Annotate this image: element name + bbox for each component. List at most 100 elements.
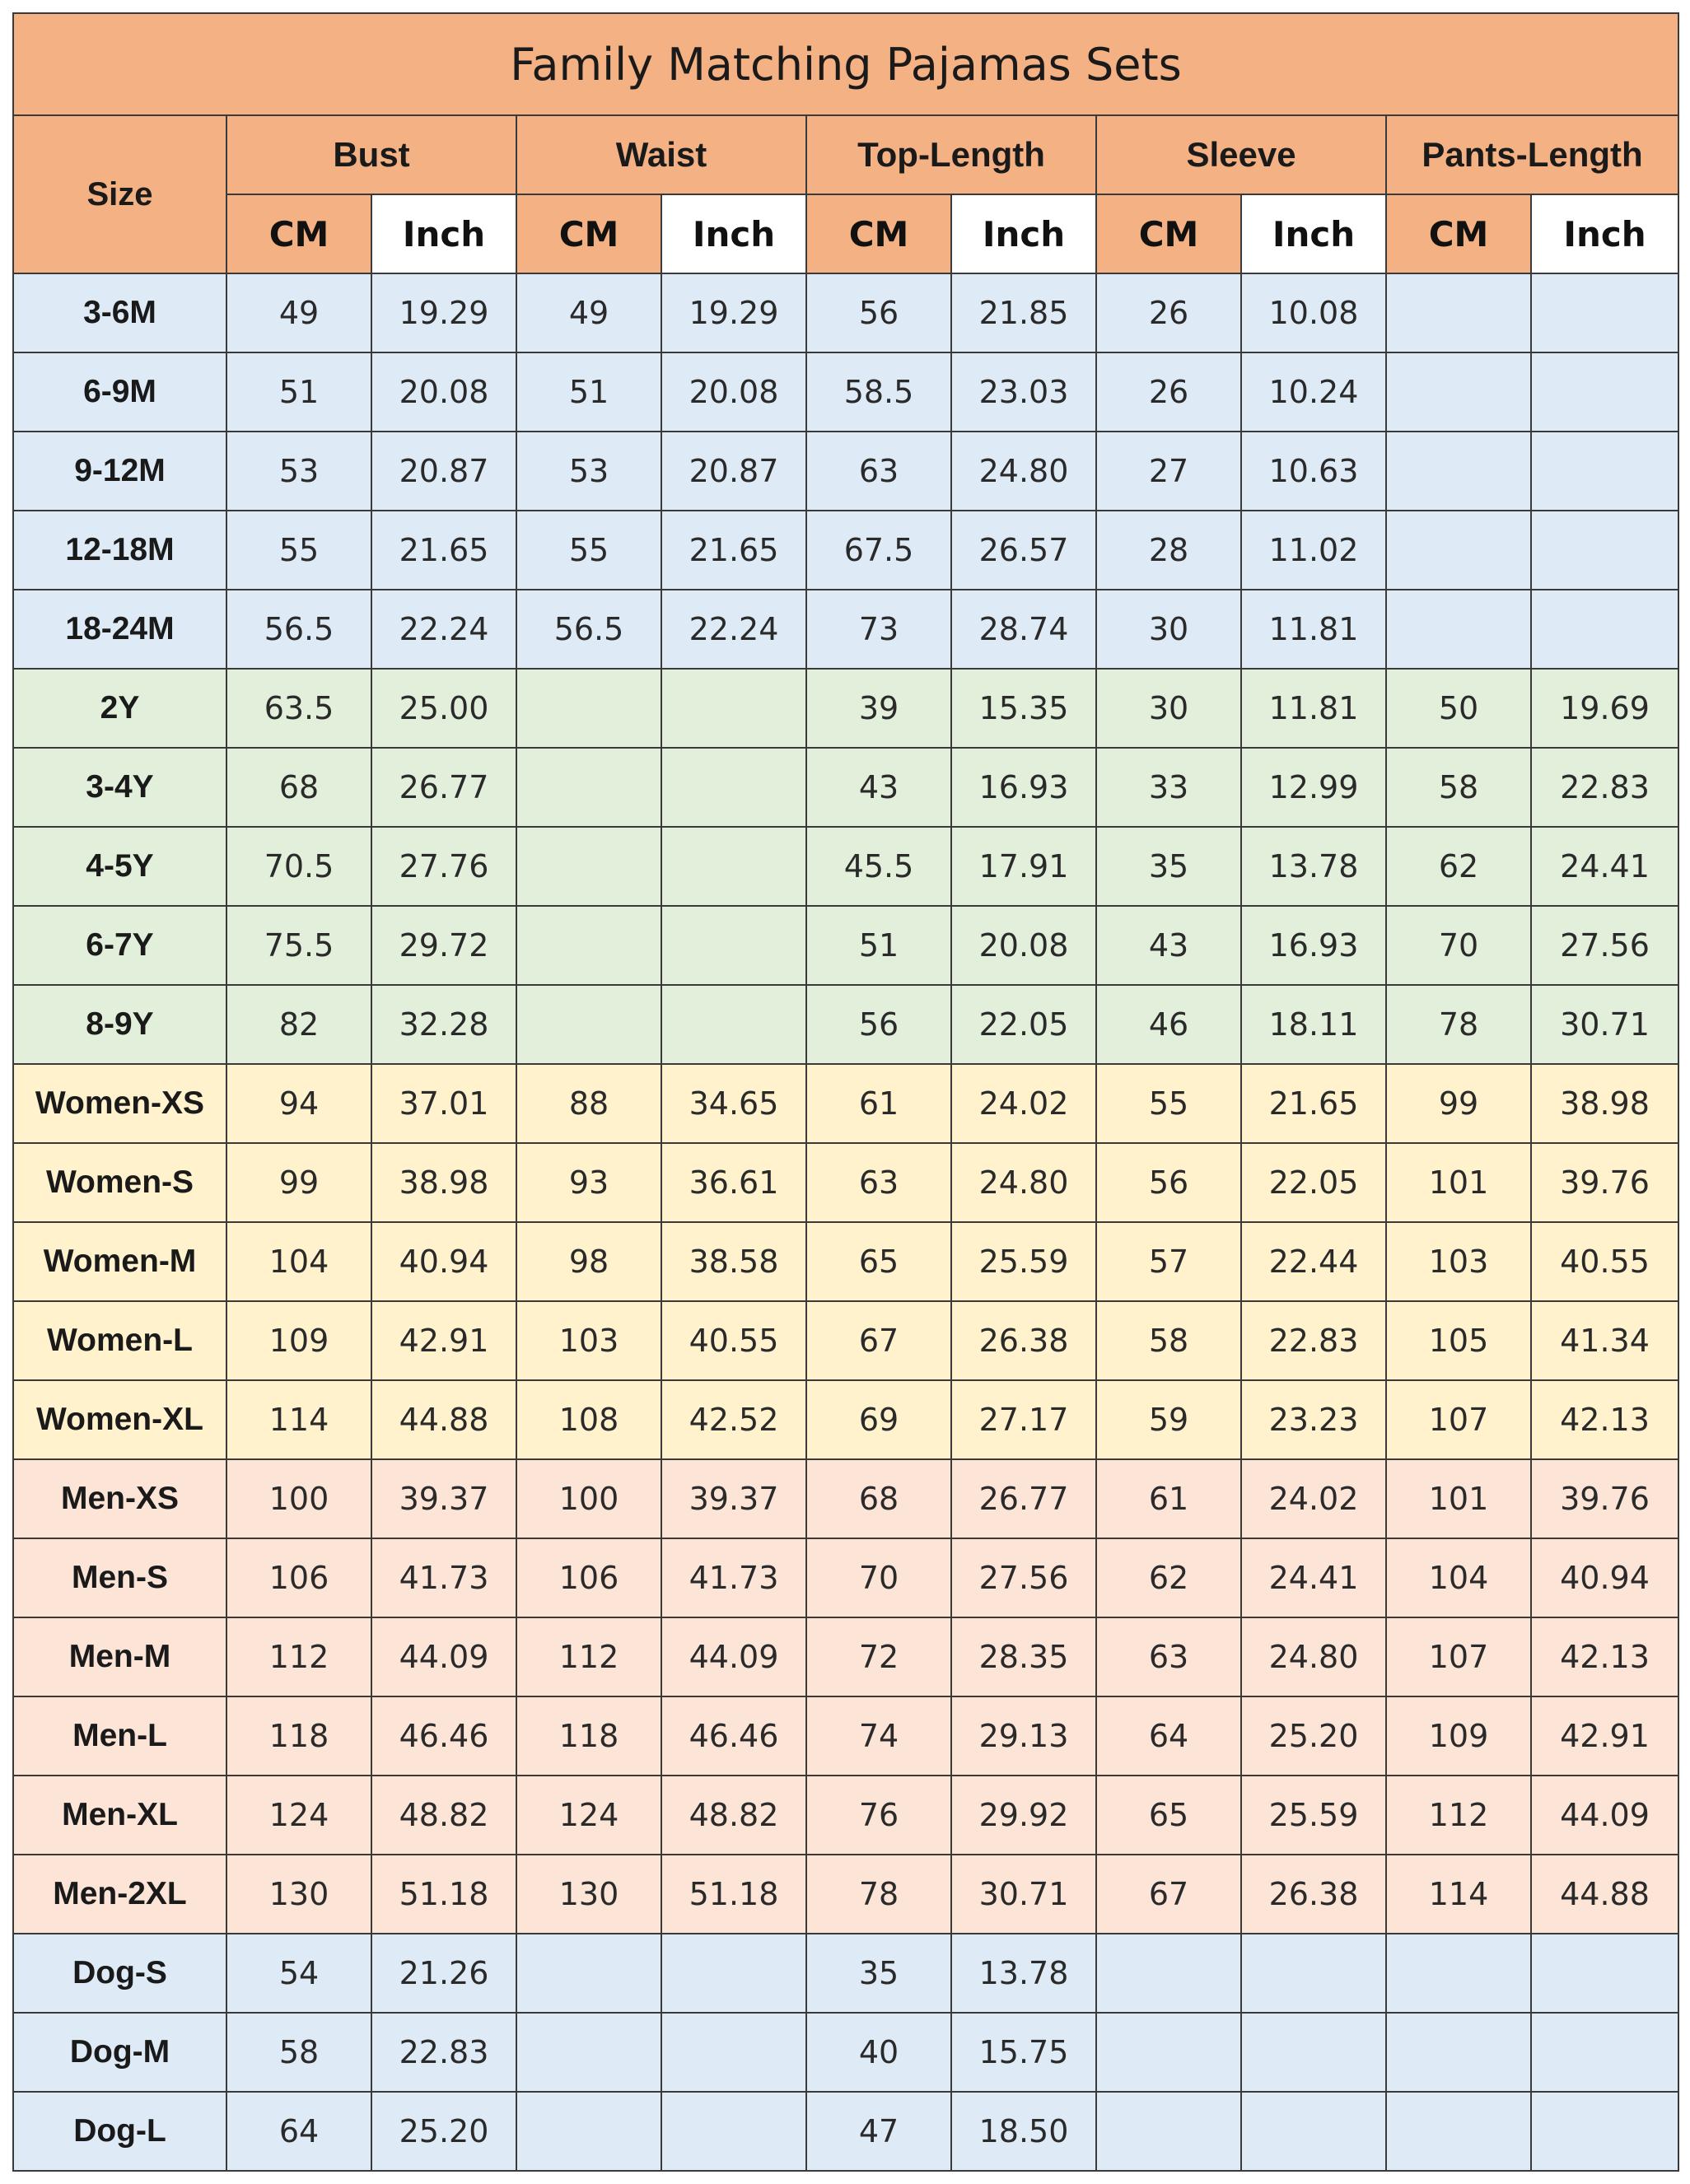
measurement-cell: 42.91	[1529, 1696, 1680, 1776]
table-row: Men-2XL 130 51.18 130 51.18 78 30.71 67 26.38 114…	[12, 1854, 1680, 1934]
measurement-cell: 100	[516, 1458, 662, 1539]
measurement-cell: 24.80	[950, 1142, 1097, 1223]
measurement-cell: 109	[226, 1300, 372, 1381]
measurement-cell	[516, 826, 662, 907]
measurement-cell	[1385, 2012, 1532, 2093]
group-header-waist: Waist	[516, 114, 807, 195]
measurement-cell: 10.24	[1240, 352, 1387, 432]
measurement-cell: 28.35	[950, 1617, 1097, 1697]
table-row: Men-M 112 44.09 112 44.09 72 28.35 63 24.80 107 42…	[12, 1617, 1680, 1697]
measurement-cell: 49	[516, 273, 662, 353]
measurement-cell: 26	[1095, 352, 1242, 432]
measurement-cell: 114	[1385, 1854, 1532, 1934]
measurement-cell: 62	[1095, 1538, 1242, 1618]
table-row: Women-XL 114 44.88 108 42.52 69 27.17 59 23.23 10…	[12, 1379, 1680, 1460]
measurement-cell	[1095, 2012, 1242, 2093]
measurement-cell: 15.35	[950, 668, 1097, 749]
measurement-cell	[1529, 2012, 1680, 2093]
table-row: Men-XL 124 48.82 124 48.82 76 29.92 65 25.59 112 4…	[12, 1775, 1680, 1855]
measurement-cell: 78	[805, 1854, 952, 1934]
measurement-cell: 24.02	[1240, 1458, 1387, 1539]
table-row: Women-L 109 42.91 103 40.55 67 26.38 58 22.83 105…	[12, 1300, 1680, 1381]
measurement-cell: 53	[516, 431, 662, 511]
measurement-cell: 64	[1095, 1696, 1242, 1776]
size-label: 2Y	[12, 668, 227, 749]
measurement-cell: 98	[516, 1221, 662, 1302]
measurement-cell: 24.02	[950, 1063, 1097, 1144]
measurement-cell: 27.56	[1529, 905, 1680, 986]
measurement-cell: 21.65	[1240, 1063, 1387, 1144]
measurement-cell: 38.98	[1529, 1063, 1680, 1144]
measurement-cell: 22.24	[661, 589, 807, 670]
measurement-cell: 112	[516, 1617, 662, 1697]
size-label: Men-2XL	[12, 1854, 227, 1934]
unit-header-cm: CM	[1095, 194, 1242, 274]
measurement-cell	[661, 826, 807, 907]
measurement-cell: 35	[805, 1933, 952, 2014]
measurement-cell: 109	[1385, 1696, 1532, 1776]
measurement-cell	[1385, 431, 1532, 511]
measurement-cell: 15.75	[950, 2012, 1097, 2093]
measurement-cell: 25.20	[1240, 1696, 1387, 1776]
measurement-cell: 21.85	[950, 273, 1097, 353]
measurement-cell: 18.11	[1240, 984, 1387, 1065]
measurement-cell: 124	[226, 1775, 372, 1855]
measurement-cell: 29.13	[950, 1696, 1097, 1776]
measurement-cell: 103	[1385, 1221, 1532, 1302]
measurement-cell: 10.08	[1240, 273, 1387, 353]
measurement-cell: 118	[226, 1696, 372, 1776]
measurement-cell: 25.59	[950, 1221, 1097, 1302]
measurement-cell: 93	[516, 1142, 662, 1223]
measurement-cell: 104	[226, 1221, 372, 1302]
measurement-cell	[1529, 431, 1680, 511]
table-row: 6-7Y 75.5 29.72 51 20.08 43 16.93 70 27.56	[12, 905, 1680, 986]
measurement-cell: 99	[1385, 1063, 1532, 1144]
measurement-cell: 32.28	[371, 984, 517, 1065]
measurement-cell	[1529, 352, 1680, 432]
size-label: 4-5Y	[12, 826, 227, 907]
measurement-cell: 29.92	[950, 1775, 1097, 1855]
measurement-cell	[1095, 2091, 1242, 2172]
measurement-cell: 44.09	[661, 1617, 807, 1697]
measurement-cell: 76	[805, 1775, 952, 1855]
measurement-cell: 58.5	[805, 352, 952, 432]
measurement-cell: 24.80	[1240, 1617, 1387, 1697]
measurement-cell	[1240, 1933, 1387, 2014]
measurement-cell: 27.56	[950, 1538, 1097, 1618]
measurement-cell: 26	[1095, 273, 1242, 353]
measurement-cell: 42.52	[661, 1379, 807, 1460]
measurement-cell: 47	[805, 2091, 952, 2172]
measurement-cell: 114	[226, 1379, 372, 1460]
table-row: 2Y 63.5 25.00 39 15.35 30 11.81 50 19.69	[12, 668, 1680, 749]
measurement-cell: 20.08	[661, 352, 807, 432]
measurement-cell: 54	[226, 1933, 372, 2014]
measurement-cell: 40.55	[1529, 1221, 1680, 1302]
measurement-cell: 51.18	[371, 1854, 517, 1934]
measurement-cell: 27	[1095, 431, 1242, 511]
measurement-cell: 50	[1385, 668, 1532, 749]
measurement-cell: 40.55	[661, 1300, 807, 1381]
measurement-cell	[1529, 1933, 1680, 2014]
measurement-cell: 63	[805, 1142, 952, 1223]
measurement-cell: 33	[1095, 747, 1242, 828]
measurement-cell: 51	[226, 352, 372, 432]
measurement-cell: 29.72	[371, 905, 517, 986]
size-label: Men-XL	[12, 1775, 227, 1855]
measurement-cell: 27.76	[371, 826, 517, 907]
size-label: Men-XS	[12, 1458, 227, 1539]
size-label: 9-12M	[12, 431, 227, 511]
unit-header-cm: CM	[1385, 194, 1532, 274]
measurement-cell: 103	[516, 1300, 662, 1381]
measurement-cell: 49	[226, 273, 372, 353]
measurement-cell: 51	[516, 352, 662, 432]
measurement-cell: 11.02	[1240, 510, 1387, 590]
measurement-cell: 16.93	[950, 747, 1097, 828]
measurement-cell: 56	[805, 273, 952, 353]
measurement-cell: 22.44	[1240, 1221, 1387, 1302]
table-row: Women-XS 94 37.01 88 34.65 61 24.02 55 21.65 99 38…	[12, 1063, 1680, 1144]
measurement-cell: 105	[1385, 1300, 1532, 1381]
measurement-cell: 118	[516, 1696, 662, 1776]
measurement-cell: 26.77	[371, 747, 517, 828]
table-row: Men-L 118 46.46 118 46.46 74 29.13 64 25.20 109 42…	[12, 1696, 1680, 1776]
measurement-cell: 68	[805, 1458, 952, 1539]
